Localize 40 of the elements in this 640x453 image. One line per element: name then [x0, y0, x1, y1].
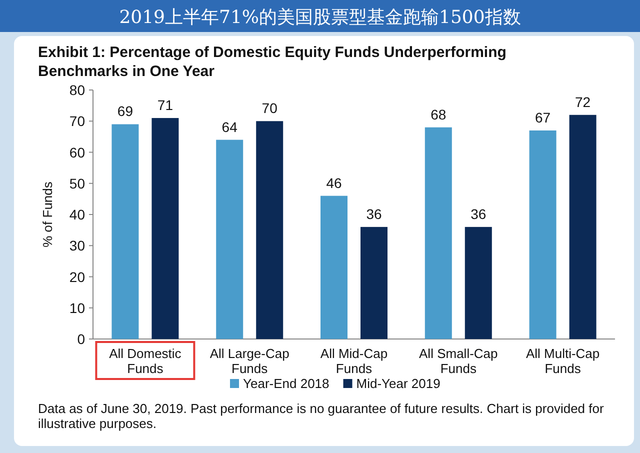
legend-label: Year-End 2018	[243, 376, 330, 391]
y-tick-label: 40	[69, 206, 86, 222]
y-tick-label: 10	[69, 300, 86, 316]
chart-title: 2019上半年71%的美国股票型基金跑输1500指数	[119, 7, 521, 28]
data-label: 46	[326, 174, 342, 191]
bar	[569, 114, 596, 339]
data-label: 67	[535, 109, 551, 126]
bar	[256, 121, 284, 339]
bar	[360, 226, 388, 339]
y-tick-label: 60	[69, 144, 86, 160]
x-tick-label: All Multi-Cap Funds	[526, 346, 600, 376]
bar	[216, 140, 244, 339]
text: Data as of June 30, 2019. Past performance is no guarantee of future results. Chart is provided for illustrative purposes.	[38, 401, 604, 431]
data-label: 72	[575, 94, 591, 110]
data-label: 64	[222, 118, 238, 135]
data-label: 71	[157, 97, 174, 114]
y-tick-label: 80	[69, 82, 86, 98]
y-tick-label: 50	[69, 175, 86, 192]
y-tick-label: 20	[69, 268, 86, 285]
data-label: 69	[117, 103, 134, 120]
x-tick-label: All Large-Cap Funds	[210, 346, 290, 376]
data-label: 68	[430, 106, 446, 122]
y-axis-title: % of Funds	[40, 181, 55, 248]
bar	[424, 127, 452, 339]
legend-label: Mid-Year 2019	[356, 376, 440, 391]
data-label: 36	[366, 206, 382, 222]
x-tick-label: All Mid-Cap Funds	[320, 346, 388, 376]
bar	[529, 130, 556, 339]
y-tick-label: 0	[77, 331, 86, 347]
bar	[320, 196, 348, 339]
chart-subtitle: Exhibit 1: Percentage of Domestic Equity Funds Underperforming Benchmarks in One Year	[38, 44, 506, 80]
bar	[152, 118, 179, 339]
data-label: 70	[262, 100, 278, 116]
bar	[112, 124, 139, 339]
bar	[464, 226, 492, 339]
y-tick-label: 70	[69, 113, 86, 130]
x-tick-label: All Small-Cap Funds	[419, 346, 498, 376]
y-tick-label: 30	[69, 238, 86, 254]
x-tick-label: All Domestic Funds	[109, 346, 182, 376]
data-label: 36	[470, 206, 486, 222]
